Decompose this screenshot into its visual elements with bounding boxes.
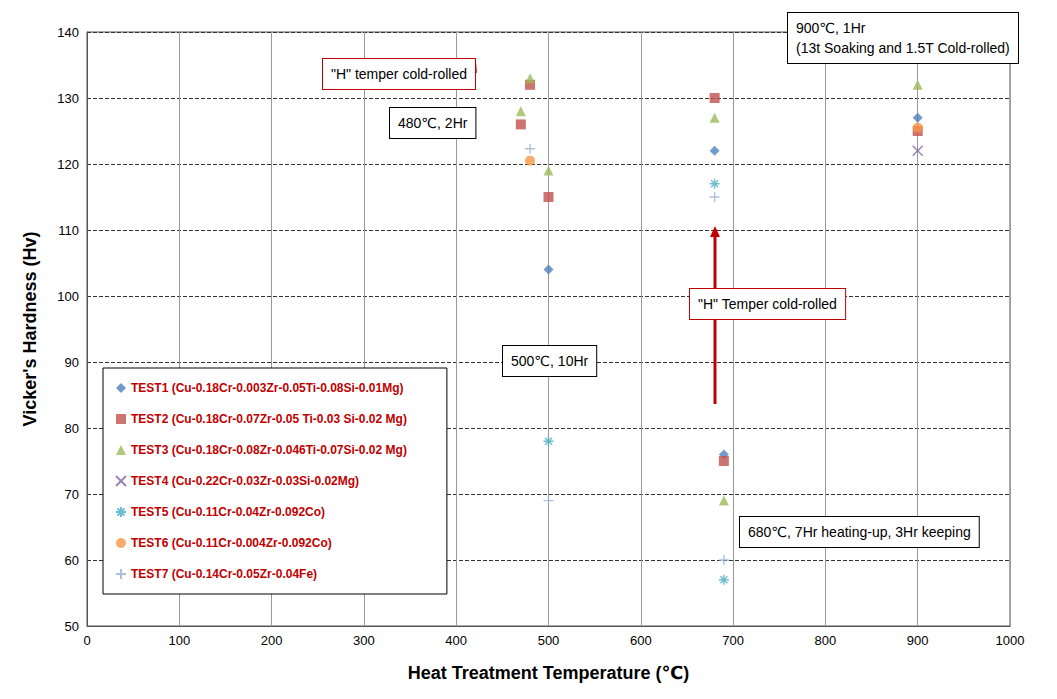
svg-text:480℃, 2Hr: 480℃, 2Hr <box>398 115 468 131</box>
svg-text:500℃, 10Hr: 500℃, 10Hr <box>511 353 589 369</box>
svg-text:TEST1 (Cu-0.18Cr-0.003Zr-0.05T: TEST1 (Cu-0.18Cr-0.003Zr-0.05Ti-0.08Si-0… <box>131 381 404 395</box>
svg-text:600: 600 <box>630 633 652 648</box>
svg-text:680℃, 7Hr heating-up, 3Hr keep: 680℃, 7Hr heating-up, 3Hr keeping <box>748 524 971 540</box>
svg-text:"H" Temper cold-rolled: "H" Temper cold-rolled <box>698 296 837 312</box>
svg-text:1000: 1000 <box>996 633 1025 648</box>
svg-text:70: 70 <box>65 487 79 502</box>
svg-text:700: 700 <box>722 633 744 648</box>
svg-text:500: 500 <box>538 633 560 648</box>
svg-text:Heat Treatment Temperature (℃): Heat Treatment Temperature (℃) <box>408 663 690 683</box>
svg-text:900℃, 1Hr: 900℃, 1Hr <box>796 20 866 36</box>
svg-text:Vicker's Hardness (Hv): Vicker's Hardness (Hv) <box>20 231 40 426</box>
svg-text:900: 900 <box>907 633 929 648</box>
svg-text:130: 130 <box>57 91 79 106</box>
svg-text:110: 110 <box>58 223 79 238</box>
svg-text:140: 140 <box>57 25 79 40</box>
svg-text:120: 120 <box>57 157 79 172</box>
svg-text:60: 60 <box>65 553 79 568</box>
svg-text:800: 800 <box>815 633 837 648</box>
svg-text:TEST6 (Cu-0.11Cr-0.004Zr-0.092: TEST6 (Cu-0.11Cr-0.004Zr-0.092Co) <box>131 536 332 550</box>
svg-text:90: 90 <box>65 355 79 370</box>
svg-text:0: 0 <box>83 633 90 648</box>
svg-text:200: 200 <box>261 633 283 648</box>
svg-text:80: 80 <box>65 421 79 436</box>
svg-text:TEST7 (Cu-0.14Cr-0.05Zr-0.04Fe: TEST7 (Cu-0.14Cr-0.05Zr-0.04Fe) <box>131 567 317 581</box>
svg-text:TEST5 (Cu-0.11Cr-0.04Zr-0.092C: TEST5 (Cu-0.11Cr-0.04Zr-0.092Co) <box>131 505 325 519</box>
svg-text:"H" temper cold-rolled: "H" temper cold-rolled <box>331 66 467 82</box>
svg-text:100: 100 <box>57 289 79 304</box>
svg-text:TEST2 (Cu-0.18Cr-0.07Zr-0.05 T: TEST2 (Cu-0.18Cr-0.07Zr-0.05 Ti-0.03 Si-… <box>131 412 407 426</box>
svg-text:50: 50 <box>65 619 79 634</box>
svg-text:TEST3 (Cu-0.18Cr-0.08Zr-0.046T: TEST3 (Cu-0.18Cr-0.08Zr-0.046Ti-0.07Si-0… <box>131 443 407 457</box>
svg-text:100: 100 <box>168 633 190 648</box>
svg-text:(13t Soaking and 1.5T Cold-rol: (13t Soaking and 1.5T Cold-rolled) <box>796 40 1010 56</box>
svg-text:400: 400 <box>445 633 467 648</box>
svg-text:TEST4 (Cu-0.22Cr-0.03Zr-0.03Si: TEST4 (Cu-0.22Cr-0.03Zr-0.03Si-0.02Mg) <box>131 474 359 488</box>
svg-text:300: 300 <box>353 633 375 648</box>
